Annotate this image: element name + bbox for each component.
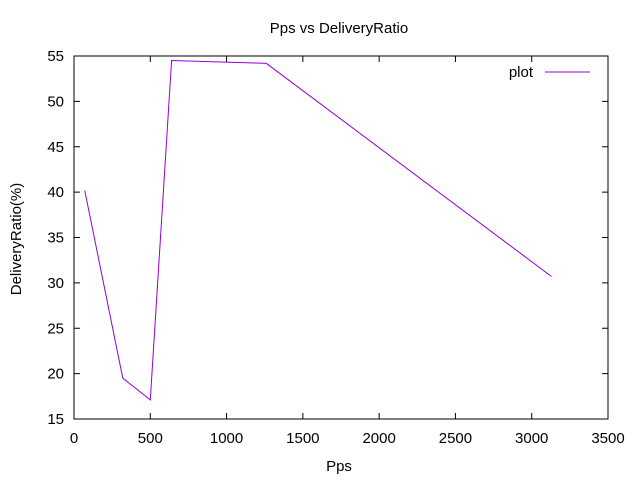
chart-title: Pps vs DeliveryRatio — [270, 20, 408, 37]
x-tick-label: 3000 — [515, 430, 548, 447]
y-tick-label: 35 — [47, 230, 64, 247]
x-tick-label: 2500 — [439, 430, 472, 447]
x-tick-label: 2000 — [362, 430, 395, 447]
x-axis-ticks: 0 500 1000 1500 2000 2500 3000 3500 — [70, 56, 625, 447]
y-tick-label: 45 — [47, 139, 64, 156]
y-tick-label: 30 — [47, 275, 64, 292]
y-axis-ticks: 15 20 25 30 35 40 45 50 55 — [47, 48, 608, 428]
y-tick-label: 50 — [47, 93, 64, 110]
y-tick-label: 20 — [47, 366, 64, 383]
x-tick-label: 1500 — [286, 430, 319, 447]
x-tick-label: 3500 — [591, 430, 624, 447]
y-tick-label: 15 — [47, 411, 64, 428]
x-tick-label: 0 — [70, 430, 78, 447]
legend: plot — [509, 64, 590, 81]
y-tick-label: 25 — [47, 320, 64, 337]
legend-label: plot — [509, 64, 534, 81]
x-tick-label: 500 — [138, 430, 163, 447]
y-tick-label: 40 — [47, 184, 64, 201]
y-axis-label: DeliveryRatio(%) — [8, 183, 25, 296]
x-tick-label: 1000 — [210, 430, 243, 447]
series-layer — [84, 59, 552, 401]
y-tick-label: 55 — [47, 48, 64, 65]
series-line-plot — [84, 59, 552, 401]
x-axis-label: Pps — [326, 458, 352, 475]
